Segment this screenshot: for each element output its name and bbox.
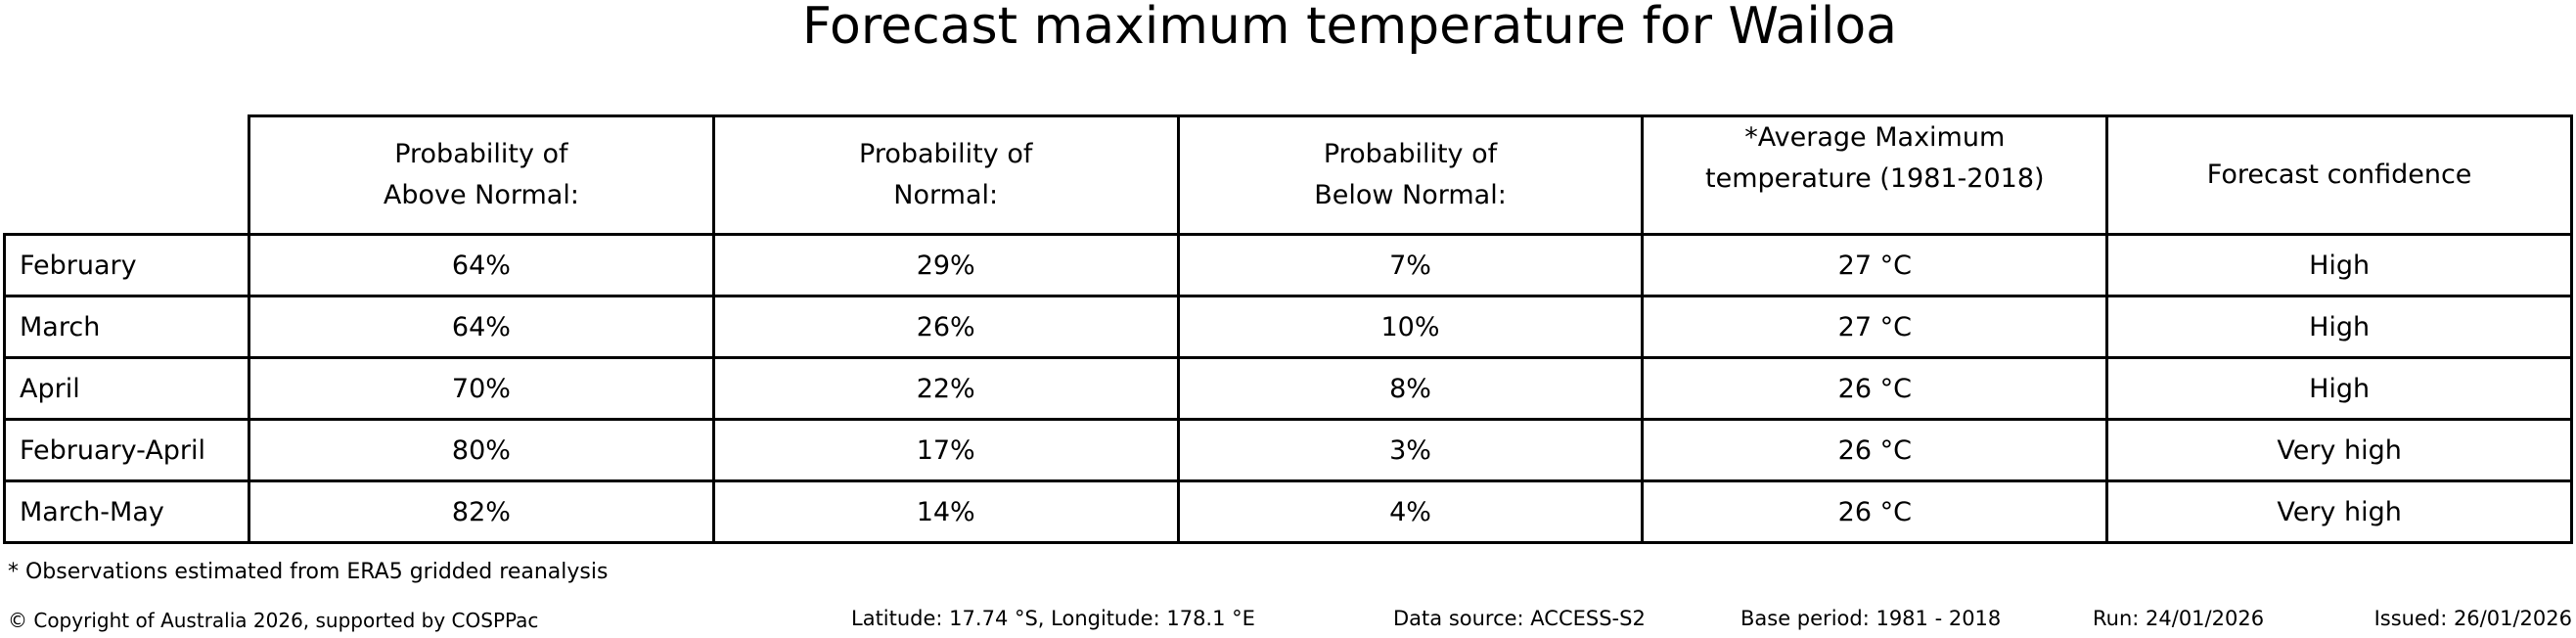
base-period-text: Base period: 1981 - 2018 [1740,607,2002,630]
cell-avg-temp: 26 °C [1641,479,2109,544]
cell-confidence: High [2105,356,2573,421]
cell-avg-temp: 26 °C [1641,418,2109,482]
col-header-prob-above-normal: Probability of Above Normal: [248,114,715,236]
cell-prob-above: 82% [248,479,715,544]
cell-prob-below: 4% [1176,479,1645,544]
run-date-text: Run: 24/01/2026 [2093,607,2265,630]
row-label: April [3,356,250,421]
cell-prob-normal: 26% [711,295,1180,359]
cell-prob-normal: 14% [711,479,1180,544]
page-title: Forecast maximum temperature for Wailoa [801,0,1898,56]
table-row-april: April 70% 22% 8% 26 °C High [3,356,2573,421]
cell-prob-below: 7% [1176,233,1645,297]
table-row-february-april: February-April 80% 17% 3% 26 °C Very hig… [3,418,2573,482]
col-header-avg-max-temp: *Average Maximum temperature (1981-2018) [1641,114,2109,236]
col-header-prob-below-normal: Probability of Below Normal: [1176,114,1645,236]
row-label: February [3,233,250,297]
row-label: March-May [3,479,250,544]
cell-confidence: High [2105,295,2573,359]
cell-avg-temp: 27 °C [1641,233,2109,297]
copyright-text: © Copyright of Australia 2026, supported… [8,609,539,632]
table-row-march: March 64% 26% 10% 27 °C High [3,295,2573,359]
data-source-text: Data source: ACCESS-S2 [1393,607,1646,630]
observations-footnote: * Observations estimated from ERA5 gridd… [8,560,609,584]
cell-confidence: Very high [2105,418,2573,482]
table-row-march-may: March-May 82% 14% 4% 26 °C Very high [3,479,2573,544]
cell-prob-below: 8% [1176,356,1645,421]
table-header-row: Probability of Above Normal: Probability… [5,114,2573,236]
cell-prob-normal: 22% [711,356,1180,421]
cell-prob-normal: 17% [711,418,1180,482]
issued-date-text: Issued: 26/01/2026 [2373,607,2572,630]
cell-confidence: High [2105,233,2573,297]
cell-avg-temp: 27 °C [1641,295,2109,359]
cell-confidence: Very high [2105,479,2573,544]
cell-avg-temp: 26 °C [1641,356,2109,421]
row-label: February-April [3,418,250,482]
cell-prob-normal: 29% [711,233,1180,297]
row-label: March [3,295,250,359]
forecast-table: Probability of Above Normal: Probability… [3,114,2573,544]
cell-prob-below: 10% [1176,295,1645,359]
cell-prob-above: 64% [248,295,715,359]
location-text: Latitude: 17.74 °S, Longitude: 178.1 °E [851,607,1255,630]
cell-prob-above: 64% [248,233,715,297]
corner-empty-cell [5,116,249,235]
col-header-forecast-confidence: Forecast confidence [2105,114,2573,236]
cell-prob-above: 70% [248,356,715,421]
col-header-prob-normal: Probability of Normal: [711,114,1180,236]
cell-prob-above: 80% [248,418,715,482]
table-row-february: February 64% 29% 7% 27 °C High [3,233,2573,297]
cell-prob-below: 3% [1176,418,1645,482]
